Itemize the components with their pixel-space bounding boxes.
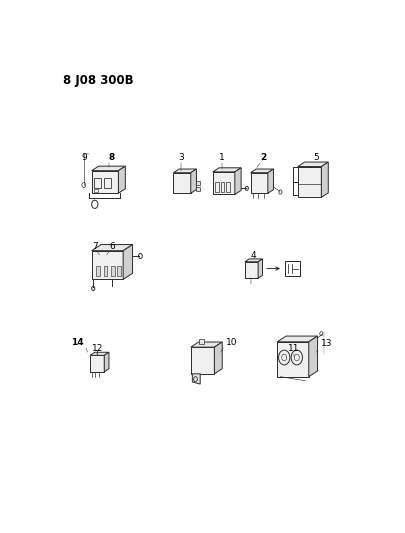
Polygon shape (277, 342, 308, 377)
Text: 14: 14 (71, 338, 83, 347)
Polygon shape (92, 251, 123, 279)
Text: 9: 9 (81, 152, 86, 161)
Bar (195, 187, 199, 191)
Text: 4: 4 (249, 251, 255, 260)
Polygon shape (173, 173, 190, 193)
Polygon shape (250, 169, 273, 173)
Polygon shape (277, 336, 317, 342)
Text: 6: 6 (109, 241, 115, 251)
Text: 12: 12 (92, 344, 103, 353)
Polygon shape (212, 172, 234, 195)
Bar (96, 266, 100, 276)
Polygon shape (92, 245, 132, 251)
Polygon shape (92, 166, 125, 171)
Polygon shape (190, 342, 222, 347)
Polygon shape (212, 168, 241, 172)
Text: 5: 5 (313, 152, 319, 161)
Polygon shape (90, 356, 104, 372)
Bar (226, 182, 229, 192)
Text: 8 J08 300B: 8 J08 300B (63, 74, 134, 87)
Text: 1: 1 (219, 152, 224, 161)
Bar (198, 339, 204, 344)
Polygon shape (92, 171, 118, 193)
Bar (220, 182, 224, 192)
Polygon shape (258, 259, 262, 278)
Text: 10: 10 (226, 338, 237, 347)
Text: 2: 2 (259, 152, 266, 161)
Text: 13: 13 (320, 339, 331, 348)
Polygon shape (297, 162, 328, 166)
Polygon shape (118, 166, 125, 193)
Polygon shape (250, 173, 267, 193)
Bar (103, 178, 110, 188)
Bar (117, 266, 121, 276)
Polygon shape (104, 352, 109, 372)
Polygon shape (234, 168, 241, 195)
Bar (195, 181, 199, 185)
Bar (111, 266, 115, 276)
Text: 8: 8 (109, 152, 115, 161)
Polygon shape (321, 162, 328, 197)
Bar (94, 189, 98, 192)
Polygon shape (190, 169, 196, 193)
Bar (284, 261, 299, 276)
Polygon shape (308, 336, 317, 377)
Polygon shape (192, 374, 200, 384)
Polygon shape (123, 245, 132, 279)
Text: 7: 7 (92, 241, 98, 251)
Text: 3: 3 (178, 152, 184, 161)
Text: 11: 11 (287, 344, 298, 353)
Polygon shape (214, 342, 222, 374)
Polygon shape (90, 352, 109, 356)
Polygon shape (244, 262, 258, 278)
Polygon shape (267, 169, 273, 193)
Bar (215, 182, 219, 192)
Polygon shape (190, 347, 214, 374)
Polygon shape (244, 259, 262, 262)
Polygon shape (297, 166, 321, 197)
Bar (94, 178, 101, 188)
Polygon shape (173, 169, 196, 173)
Bar (103, 266, 107, 276)
